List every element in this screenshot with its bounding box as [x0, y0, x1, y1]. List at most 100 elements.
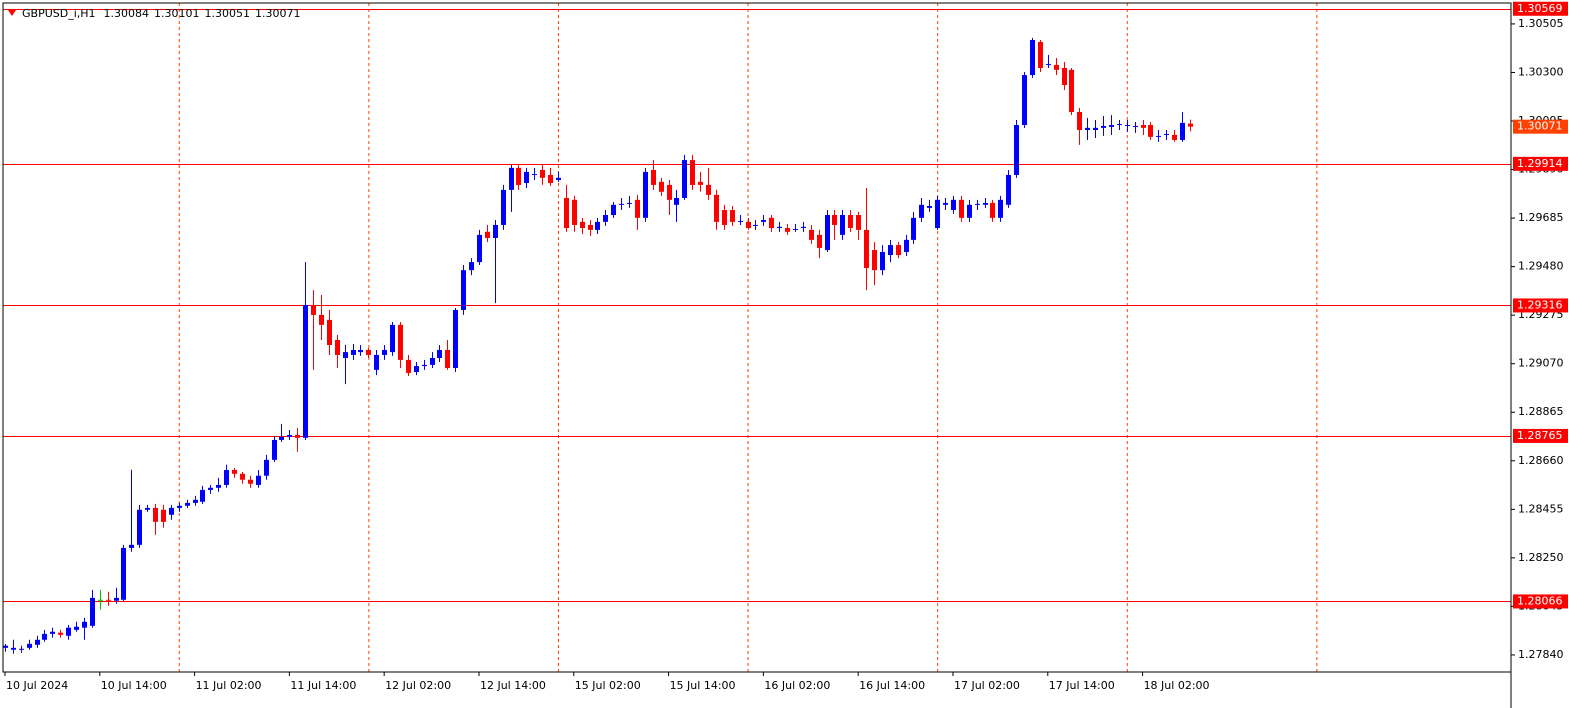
candle-body [279, 436, 284, 440]
candle-body [690, 160, 695, 185]
candle-body [461, 270, 466, 310]
x-tick-label: 16 Jul 02:00 [764, 679, 830, 692]
candle-body [82, 621, 87, 628]
level-label: 1.30569 [1517, 2, 1563, 15]
levels [3, 9, 1511, 602]
candle-body [485, 231, 490, 238]
candle-body [224, 470, 229, 485]
candle-body [556, 177, 561, 180]
candle-body [264, 459, 269, 476]
candle-body [114, 597, 119, 601]
candle-body [477, 234, 482, 263]
candle-body [588, 224, 593, 230]
candle-body [848, 215, 853, 229]
candle-body [1117, 124, 1122, 126]
candle-body [888, 245, 893, 256]
candle-body [1188, 123, 1193, 127]
candle-body [1006, 174, 1011, 205]
x-tick-label: 15 Jul 14:00 [670, 679, 736, 692]
candle-body [532, 174, 537, 176]
candle-body [611, 204, 616, 216]
candle-body [524, 171, 529, 184]
candle-body [643, 171, 648, 218]
candle-body [809, 229, 814, 240]
candle-body [1069, 69, 1074, 112]
candle-body [177, 505, 182, 508]
y-tick-label: 1.27840 [1518, 648, 1564, 661]
candle-body [706, 184, 711, 195]
candle-body [390, 324, 395, 353]
current-price-label: 1.30071 [1517, 120, 1563, 133]
collapse-icon[interactable] [8, 10, 16, 16]
candle-body [777, 226, 782, 229]
candle-body [248, 479, 253, 484]
y-tick-label: 1.28865 [1518, 405, 1564, 418]
y-tick-label: 1.30505 [1518, 17, 1564, 30]
low-value: 1.30051 [205, 7, 251, 20]
y-tick-label: 1.28660 [1518, 454, 1564, 467]
candle-body [667, 184, 672, 200]
level-label: 1.28765 [1517, 429, 1563, 442]
candle-body [374, 354, 379, 370]
candle-body [635, 199, 640, 218]
x-tick-label: 12 Jul 02:00 [385, 679, 451, 692]
candle-body [335, 340, 340, 355]
candle-body [1125, 125, 1130, 127]
candle-body [445, 349, 450, 368]
candle-body [911, 217, 916, 240]
candle-body [990, 202, 995, 218]
candle-body [19, 648, 24, 650]
candle-body [185, 502, 190, 506]
candle-body [548, 174, 553, 184]
axis: 1.305051.303001.300951.298901.296851.294… [3, 2, 1568, 708]
candle-body [817, 234, 822, 248]
candle-body [27, 643, 32, 648]
close-value: 1.30071 [255, 7, 301, 20]
candle-body [256, 475, 261, 485]
candle-body [682, 160, 687, 198]
candle-body [674, 197, 679, 205]
candle-body [825, 215, 830, 251]
candle-body [998, 199, 1003, 218]
candle-body [722, 210, 727, 225]
candle-body [627, 202, 632, 204]
open-value: 1.30084 [104, 7, 150, 20]
candle-body [1156, 135, 1161, 137]
candle-body [1054, 64, 1059, 70]
candle-body [272, 439, 277, 460]
candle-body [927, 206, 932, 208]
candle-body [793, 228, 798, 230]
candle-body [943, 202, 948, 205]
candle-body [516, 167, 521, 185]
candle-body [595, 221, 600, 230]
candle-body [840, 215, 845, 235]
x-tick-label: 17 Jul 14:00 [1049, 679, 1115, 692]
high-value: 1.30101 [154, 7, 200, 20]
x-tick-label: 12 Jul 14:00 [480, 679, 546, 692]
candle-body [295, 434, 300, 438]
candle-body [540, 170, 545, 178]
candle-body [904, 239, 909, 252]
candle-body [358, 349, 363, 353]
candle-body [422, 364, 427, 367]
candle-body [1093, 127, 1098, 130]
candle-body [651, 170, 656, 185]
candle-body [200, 489, 205, 502]
candle-body [1180, 122, 1185, 140]
y-tick-label: 1.30300 [1518, 65, 1564, 78]
candle-body [959, 199, 964, 218]
candle-body [769, 217, 774, 229]
candle-body [983, 202, 988, 205]
candle-body [785, 228, 790, 232]
candle-body [145, 507, 150, 510]
candle-body [153, 507, 158, 522]
candle-body [453, 309, 458, 368]
candle-body [311, 304, 316, 315]
y-tick-label: 1.29685 [1518, 211, 1564, 224]
y-tick-label: 1.29070 [1518, 357, 1564, 370]
candle-body [35, 639, 40, 645]
candle-body [1133, 125, 1138, 127]
level-box [1513, 428, 1568, 443]
